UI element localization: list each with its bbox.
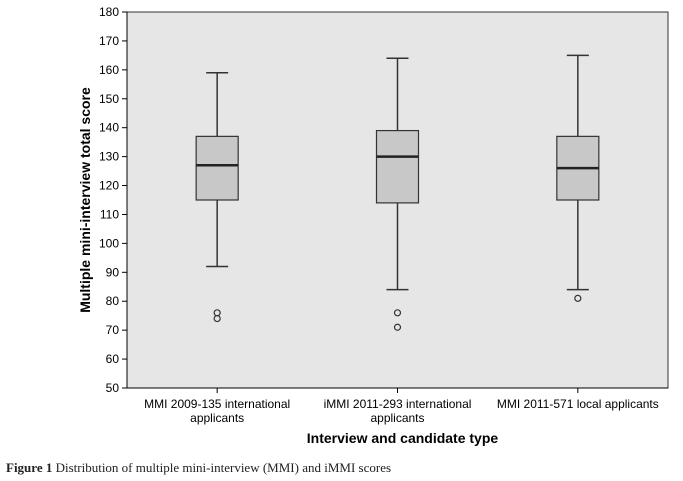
- interquartile-box: [375, 129, 420, 204]
- x-tick-label: iMMI 2011-293 international: [324, 397, 472, 411]
- y-tick-label: 160: [99, 63, 119, 77]
- y-tick-label: 90: [106, 265, 120, 279]
- box-3: [556, 54, 600, 302]
- caption-text: Distribution of multiple mini-interview …: [55, 460, 392, 475]
- x-axis: MMI 2009-135 internationalapplicantsiMMI…: [127, 387, 668, 425]
- box-1: [195, 71, 239, 323]
- y-tick-label: 120: [99, 179, 119, 193]
- figure-caption: Figure 1 Distribution of multiple mini-i…: [6, 460, 391, 476]
- outlier-point: [574, 294, 582, 302]
- figure-number: Figure 1: [6, 460, 53, 475]
- y-tick-label: 60: [106, 352, 120, 366]
- boxes-group: [195, 54, 600, 331]
- y-axis-title: Multiple mini-interview total score: [77, 87, 93, 313]
- y-tick-label: 80: [106, 294, 120, 308]
- outlier-point: [213, 314, 221, 323]
- box-2: [375, 57, 420, 331]
- x-tick-label: MMI 2009-135 international: [144, 397, 290, 411]
- y-tick-label: 70: [106, 323, 120, 337]
- y-tick-label: 130: [99, 150, 119, 164]
- y-tick-label: 110: [100, 207, 119, 221]
- outlier-point: [393, 323, 402, 331]
- y-tick-label: 150: [99, 92, 119, 106]
- outlier-point: [393, 309, 402, 317]
- x-axis-title: Interview and candidate type: [307, 430, 499, 446]
- box-plot-chart: 50 60 70 80 90 100 110 120 130 140 150 160 170 180 MM…: [77, 5, 669, 446]
- interquartile-box: [195, 135, 239, 201]
- x-tick-label: applicants: [370, 411, 424, 425]
- y-tick-label: 180: [99, 5, 119, 19]
- y-tick-label: 170: [99, 34, 119, 48]
- x-tick-label: applicants: [190, 411, 244, 425]
- y-tick-label: 100: [99, 236, 119, 250]
- y-tick-label: 50: [106, 381, 120, 395]
- y-tick-label: 140: [99, 121, 119, 135]
- y-axis: 50 60 70 80 90 100 110 120 130 140 150 160 170 180: [99, 5, 128, 395]
- x-tick-label: MMI 2011-571 local applicants: [497, 397, 659, 411]
